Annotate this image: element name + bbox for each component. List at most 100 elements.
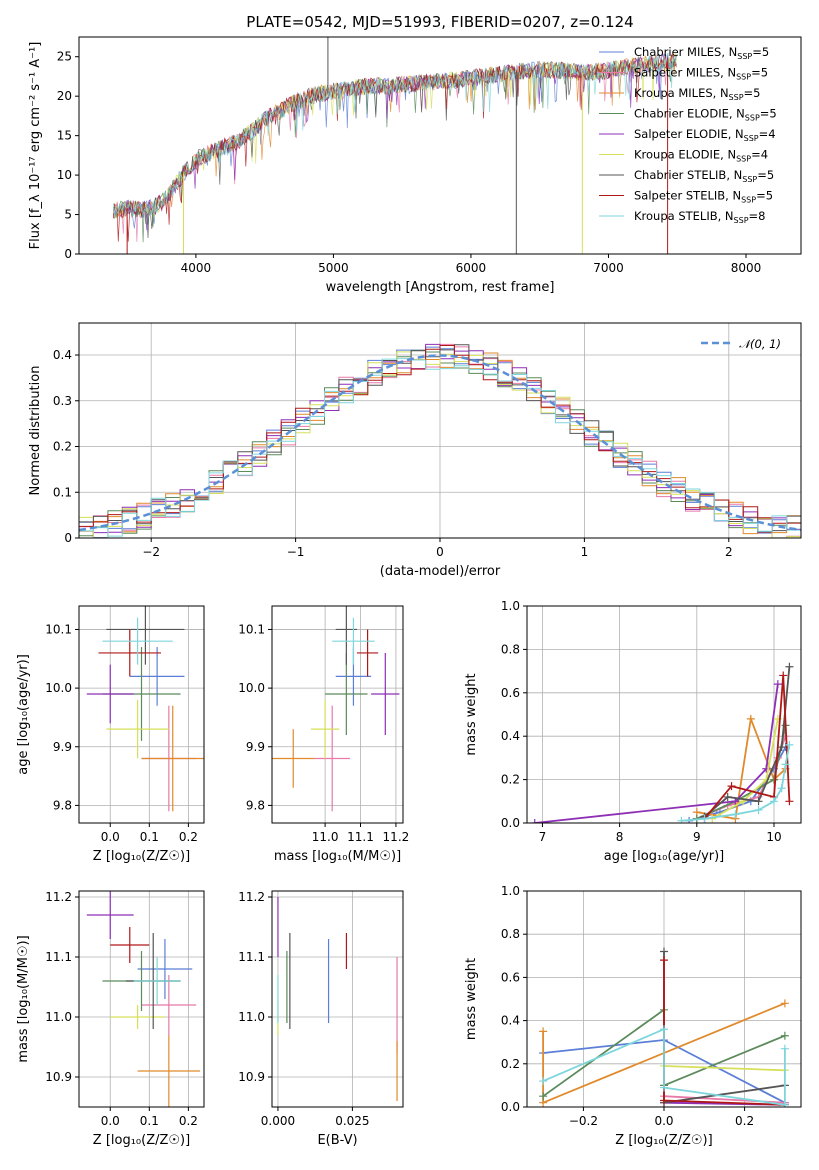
axes-frame bbox=[78, 890, 205, 1108]
panel-mass-weight-vs-age: 7 8 9 10 0.0 0.2 0.4 0.6 0.8 1.0 age [log₁₀(age/yr… bbox=[464, 599, 802, 864]
x-tick-label: 8 bbox=[616, 830, 624, 844]
weight-marker bbox=[530, 819, 539, 823]
x-tick-label: 0.1 bbox=[140, 1114, 159, 1128]
y-tick-label: 0.8 bbox=[501, 927, 520, 941]
weight-marker bbox=[754, 805, 763, 814]
x-tick-label: 11.0 bbox=[312, 830, 339, 844]
y-tick-label: 9.9 bbox=[246, 740, 265, 754]
errorbar-point bbox=[102, 617, 173, 665]
errorbar-point bbox=[133, 957, 181, 1005]
weight-line bbox=[534, 683, 779, 823]
weight-line bbox=[663, 960, 785, 1106]
y-tick-label: 11.1 bbox=[45, 950, 72, 964]
normal-curve bbox=[79, 354, 801, 532]
x-tick-label: 0.0 bbox=[654, 1114, 673, 1128]
x-axis-label: Z [log₁₀(Z/Z☉)] bbox=[93, 1133, 190, 1148]
weight-marker bbox=[780, 999, 789, 1008]
y-tick-label: 9.9 bbox=[53, 740, 72, 754]
x-axis-label: E(B-V) bbox=[317, 1133, 357, 1148]
y-tick-label: 0 bbox=[64, 247, 72, 261]
y-axis-label: mass weight bbox=[464, 673, 479, 755]
legend-label: Kroupa ELODIE, NSSP=4 bbox=[634, 148, 768, 164]
legend-label: Salpeter ELODIE, NSSP=4 bbox=[634, 127, 776, 143]
x-axis-label: Z [log₁₀(Z/Z☉)] bbox=[615, 1133, 712, 1148]
weight-marker bbox=[785, 797, 794, 806]
weight-marker bbox=[723, 792, 732, 801]
x-tick-label: 0.1 bbox=[140, 830, 159, 844]
weight-marker bbox=[731, 810, 740, 819]
y-tick-label: 0.0 bbox=[501, 1100, 520, 1114]
weight-marker bbox=[777, 743, 786, 752]
x-tick-label: 2 bbox=[725, 545, 733, 559]
panel-age-vs-Z: 0.0 0.1 0.2 9.8 9.9 10.0 10.1 Z [log₁₀(Z/Z☉)] ag… bbox=[16, 605, 205, 864]
legend-label: 𝒩(0, 1) bbox=[739, 337, 781, 351]
weight-marker bbox=[660, 956, 668, 965]
axes-frame bbox=[78, 36, 802, 255]
y-tick-label: 11.1 bbox=[238, 950, 265, 964]
y-tick-label: 0.1 bbox=[53, 485, 72, 499]
y-axis-label: mass weight bbox=[464, 958, 479, 1040]
plot-area bbox=[277, 897, 398, 1101]
y-tick-label: 9.8 bbox=[53, 798, 72, 812]
y-axis-label: age [log₁₀(age/yr)] bbox=[16, 654, 31, 775]
y-tick-label: 0.4 bbox=[53, 348, 72, 362]
weight-marker bbox=[677, 816, 686, 823]
x-axis-label: wavelength [Angstrom, rest frame] bbox=[326, 280, 555, 295]
weight-marker bbox=[660, 1096, 668, 1105]
y-tick-label: 10.1 bbox=[45, 622, 72, 636]
y-axis-label: Normed distribution bbox=[28, 366, 43, 496]
legend-label: Kroupa STELIB, NSSP=8 bbox=[634, 209, 765, 225]
axes-frame bbox=[271, 890, 404, 1108]
plot-area bbox=[113, 37, 677, 254]
plot-area bbox=[530, 662, 794, 823]
weight-line bbox=[711, 718, 779, 820]
figure-title: PLATE=0542, MJD=51993, FIBERID=0207, z=0… bbox=[246, 13, 633, 31]
errorbar-point bbox=[129, 647, 185, 706]
x-axis-label: Z [log₁₀(Z/Z☉)] bbox=[93, 849, 190, 864]
weight-marker bbox=[539, 1077, 548, 1086]
y-tick-label: 0.3 bbox=[53, 394, 72, 408]
x-tick-label: 1 bbox=[581, 545, 589, 559]
errorbar-point bbox=[356, 629, 379, 677]
errorbar-point bbox=[310, 699, 340, 759]
y-axis-label: mass [log₁₀(M/M☉)] bbox=[16, 935, 31, 1062]
y-tick-label: 1.0 bbox=[501, 884, 520, 898]
y-tick-label: 0.4 bbox=[501, 1014, 520, 1028]
y-tick-label: 10.0 bbox=[238, 681, 265, 695]
y-tick-label: 10.1 bbox=[238, 622, 265, 636]
panel-spectrum: 4000 5000 6000 7000 8000 0 5 10 15 20 25 wavelength… bbox=[28, 36, 802, 295]
panel-residual-histogram: −2 −1 0 1 2 0 0.1 0.2 0.3 0.4 (data-model)/error No… bbox=[28, 322, 802, 579]
x-tick-label: 11.2 bbox=[383, 830, 410, 844]
x-tick-label: 10 bbox=[766, 830, 781, 844]
y-tick-label: 0.4 bbox=[501, 729, 520, 743]
x-axis-label: age [log₁₀(age/yr)] bbox=[604, 849, 725, 864]
axes-frame bbox=[271, 605, 404, 824]
weight-marker bbox=[780, 1044, 789, 1053]
x-tick-label: 9 bbox=[693, 830, 701, 844]
x-tick-label: 5000 bbox=[318, 261, 349, 275]
legend-label: Chabrier MILES, NSSP=5 bbox=[634, 45, 769, 61]
errorbar-point bbox=[110, 927, 150, 963]
y-axis-label: Flux [f_λ 10⁻¹⁷ erg cm⁻² s⁻¹ A⁻¹] bbox=[28, 42, 43, 250]
x-tick-label: 0 bbox=[436, 545, 444, 559]
x-tick-label: 6000 bbox=[456, 261, 487, 275]
errorbar-point bbox=[137, 939, 193, 999]
legend-label: Salpeter MILES, NSSP=5 bbox=[634, 66, 768, 82]
weight-marker bbox=[746, 714, 755, 723]
plot-area bbox=[79, 343, 801, 538]
x-tick-label: −1 bbox=[287, 545, 305, 559]
x-tick-label: 0.000 bbox=[261, 1114, 295, 1128]
errorbar-point bbox=[325, 652, 368, 736]
plot-area bbox=[86, 891, 201, 1107]
weight-marker bbox=[539, 1092, 548, 1101]
weight-line bbox=[663, 1065, 785, 1072]
y-tick-label: 25 bbox=[57, 50, 72, 64]
y-tick-label: 0 bbox=[64, 531, 72, 545]
panel-mass-vs-EBV: 0.000 0.025 10.9 11.0 11.1 11.2 E(B-V) bbox=[238, 890, 404, 1148]
x-tick-label: 0.0 bbox=[101, 1114, 120, 1128]
y-tick-label: 1.0 bbox=[501, 599, 520, 613]
y-tick-label: 0.2 bbox=[501, 1057, 520, 1071]
errorbar-point bbox=[332, 617, 375, 665]
y-tick-label: 11.2 bbox=[238, 890, 265, 904]
weight-marker bbox=[539, 1027, 548, 1036]
